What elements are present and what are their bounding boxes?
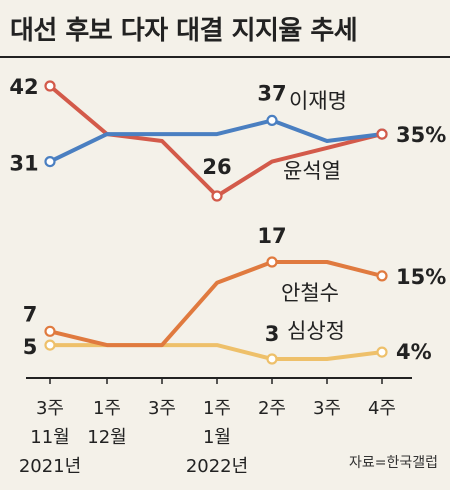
data-label: 7 bbox=[23, 302, 38, 326]
data-point-marker bbox=[376, 128, 388, 140]
x-tick-label: 1월 bbox=[203, 427, 231, 448]
data-label: 3 bbox=[265, 322, 280, 346]
x-tick-label: 1주 bbox=[203, 398, 231, 419]
data-point-marker bbox=[44, 325, 56, 337]
data-label: 42 bbox=[9, 75, 38, 99]
series-name-label: 안철수 bbox=[281, 281, 339, 305]
data-label: 35% bbox=[396, 123, 446, 147]
data-point-marker bbox=[266, 353, 278, 365]
data-label: 5 bbox=[23, 335, 38, 359]
series-line-심상정 bbox=[48, 343, 384, 361]
chart-title: 대선 후보 다자 대결 지지율 추세 bbox=[10, 16, 358, 46]
x-tick-label: 12월 bbox=[87, 427, 126, 448]
x-tick-label: 3주 bbox=[36, 398, 64, 419]
data-point-marker bbox=[44, 156, 56, 168]
data-label: 15% bbox=[396, 265, 446, 289]
x-tick-label: 11월 bbox=[30, 427, 69, 448]
x-tick-label: 4주 bbox=[368, 398, 396, 419]
data-label: 37 bbox=[257, 81, 286, 105]
data-point-marker bbox=[211, 190, 223, 202]
series-name-label: 이재명 bbox=[289, 89, 347, 113]
x-tick-label: 2022년 bbox=[186, 456, 248, 477]
series-line-이재명 bbox=[48, 118, 384, 164]
source-note: 자료=한국갤럽 bbox=[348, 455, 438, 471]
data-label: 4% bbox=[396, 340, 432, 364]
x-tick-label: 2021년 bbox=[19, 456, 81, 477]
series-line-안철수 bbox=[48, 260, 384, 348]
data-label: 31 bbox=[9, 152, 38, 176]
x-tick-label: 1주 bbox=[93, 398, 121, 419]
data-label: 17 bbox=[257, 224, 286, 248]
data-point-marker bbox=[266, 114, 278, 127]
title-divider bbox=[0, 56, 450, 58]
data-point-marker bbox=[44, 339, 56, 351]
data-label: 26 bbox=[202, 155, 231, 179]
series-name-label: 윤석열 bbox=[283, 159, 341, 183]
data-point-marker bbox=[376, 346, 388, 358]
data-point-marker bbox=[376, 270, 388, 282]
x-tick-label: 2주 bbox=[258, 398, 286, 419]
data-point-marker bbox=[44, 80, 56, 92]
x-tick-label: 3주 bbox=[148, 398, 176, 419]
series-name-label: 심상정 bbox=[287, 319, 345, 343]
data-point-marker bbox=[266, 256, 278, 268]
x-tick-label: 3주 bbox=[313, 398, 341, 419]
